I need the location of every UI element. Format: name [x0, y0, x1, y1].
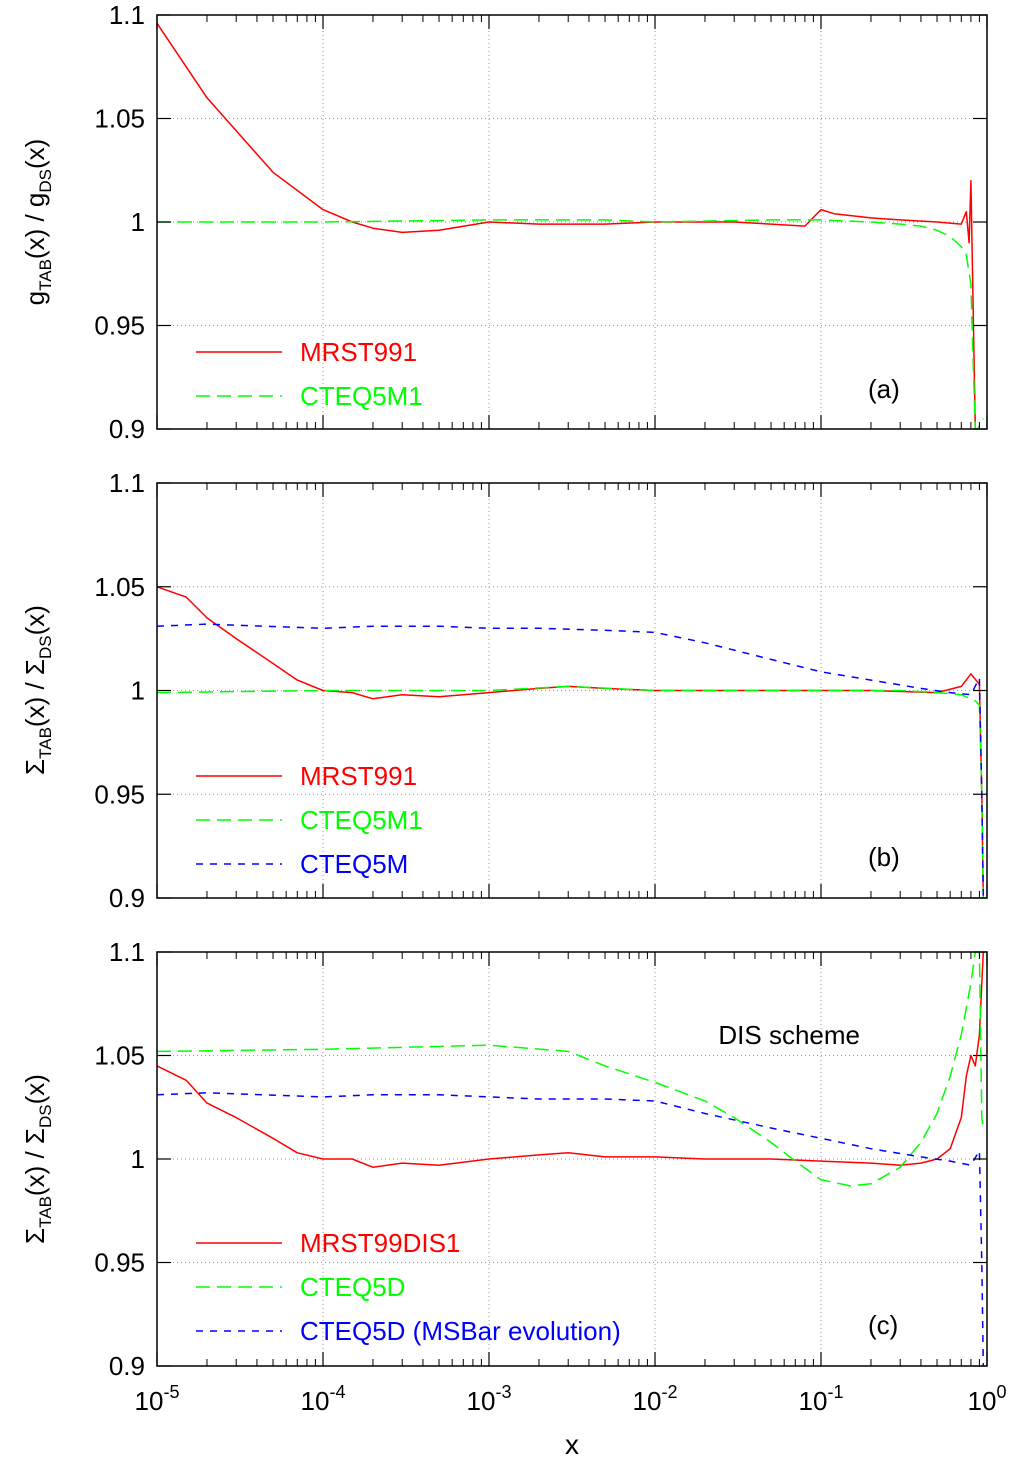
legend-label-mrst991: MRST991 [300, 761, 417, 791]
series-line-cteq5m [156, 623, 985, 899]
panel-a-tag: (a) [868, 374, 900, 404]
y-tick-label: 0.95 [94, 1248, 145, 1278]
panel-b: 0.9 0.95 1 1.05 1.1 ΣTAB(x) / ΣDS(x) MRST991… [20, 468, 988, 913]
panel-c-series [156, 951, 985, 1367]
y-tick-label: 0.95 [94, 779, 145, 809]
panel-a-y-tick-labels: 0.9 0.95 1 1.05 1.1 [94, 0, 145, 444]
panel-a-grid [157, 15, 987, 429]
panel-c-grid [157, 952, 987, 1366]
panel-b-series [156, 586, 985, 899]
series-line-cteq5d-msbar-evolution [156, 1092, 985, 1367]
series-line-cteq5d [156, 951, 985, 1187]
panel-c-x-tick-labels: 10-5 10-4 10-3 10-2 10-1 100 [135, 1382, 1007, 1416]
x-tick-label: 10-3 [467, 1382, 512, 1416]
x-tick-label: 10-5 [135, 1382, 180, 1416]
legend-label-cteq5d-msbar: CTEQ5D (MSBar evolution) [300, 1316, 621, 1346]
x-tick-label: 100 [968, 1382, 1007, 1416]
x-tick-label: 10-4 [301, 1382, 346, 1416]
panel-a-ticks [156, 14, 988, 430]
panel-a: 0.9 0.95 1 1.05 1.1 gTAB(x) / gDS(x) MRST991… [20, 0, 988, 444]
panel-c-ticks [156, 951, 988, 1367]
panel-b-y-axis-label: ΣTAB(x) / ΣDS(x) [20, 605, 55, 775]
y-tick-label: 1.1 [109, 937, 145, 967]
y-tick-label: 1.1 [109, 468, 145, 498]
legend-label-mrst991: MRST991 [300, 337, 417, 367]
panel-a-series [156, 22, 984, 430]
legend-label-cteq5d: CTEQ5D [300, 1272, 405, 1302]
x-axis-label: x [565, 1429, 579, 1460]
y-tick-label: 1.05 [94, 572, 145, 602]
panel-c-legend: MRST99DIS1 CTEQ5D CTEQ5D (MSBar evolutio… [196, 1228, 621, 1346]
legend-label-cteq5m1: CTEQ5M1 [300, 381, 423, 411]
panel-b-legend: MRST991 CTEQ5M1 CTEQ5M [196, 761, 423, 879]
series-line-mrst99dis1 [156, 951, 985, 1169]
panel-a-y-axis-label: gTAB(x) / gDS(x) [20, 139, 55, 306]
panel-a-legend: MRST991 CTEQ5M1 [196, 337, 423, 411]
series-line-mrst991 [156, 586, 985, 899]
panel-c-y-tick-labels: 0.9 0.95 1 1.05 1.1 [94, 937, 145, 1381]
y-tick-label: 1 [131, 676, 145, 706]
series-line-cteq5m1 [156, 685, 985, 899]
panel-c-tag: (c) [868, 1310, 898, 1340]
panel-b-tag: (b) [868, 842, 900, 872]
x-tick-label: 10-1 [799, 1382, 844, 1416]
y-tick-label: 1.05 [94, 104, 145, 134]
panel-b-ticks [156, 482, 988, 899]
y-tick-label: 0.95 [94, 311, 145, 341]
legend-label-cteq5m: CTEQ5M [300, 849, 408, 879]
y-tick-label: 1 [131, 1144, 145, 1174]
series-line-cteq5m1 [157, 219, 984, 430]
legend-label-cteq5m1: CTEQ5M1 [300, 805, 423, 835]
y-tick-label: 1 [131, 207, 145, 237]
annotation-dis-scheme: DIS scheme [718, 1020, 860, 1050]
y-tick-label: 0.9 [109, 883, 145, 913]
series-line-mrst991 [156, 22, 977, 430]
y-tick-label: 1.1 [109, 0, 145, 30]
y-tick-label: 0.9 [109, 414, 145, 444]
panel-c-y-axis-label: ΣTAB(x) / ΣDS(x) [20, 1074, 55, 1244]
legend-label-mrst99dis1: MRST99DIS1 [300, 1228, 460, 1258]
y-tick-label: 0.9 [109, 1351, 145, 1381]
panel-b-y-tick-labels: 0.9 0.95 1 1.05 1.1 [94, 468, 145, 913]
y-tick-label: 1.05 [94, 1041, 145, 1071]
x-tick-label: 10-2 [633, 1382, 678, 1416]
